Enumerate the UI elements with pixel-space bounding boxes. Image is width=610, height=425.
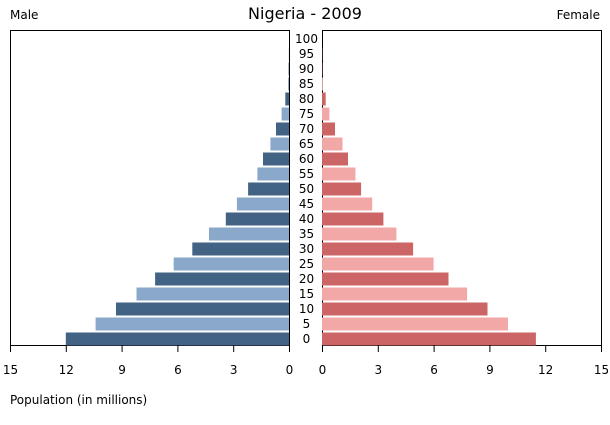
female-bar-45 <box>322 197 373 211</box>
age-label-90: 90 <box>299 62 314 76</box>
female-bar-5 <box>322 317 508 331</box>
female-bar-85 <box>322 77 323 91</box>
male-bar-15 <box>136 287 289 301</box>
male-bar-50 <box>248 182 289 196</box>
age-label-80: 80 <box>299 92 314 106</box>
age-label-95: 95 <box>299 47 314 61</box>
age-label-75: 75 <box>299 107 314 121</box>
age-label-60: 60 <box>299 152 314 166</box>
male-bar-40 <box>225 212 289 226</box>
male-bar-60 <box>263 152 289 166</box>
age-label-35: 35 <box>299 227 314 241</box>
male-tick-label-3: 3 <box>230 363 238 377</box>
male-bar-5 <box>95 317 289 331</box>
male-bar-30 <box>192 242 289 256</box>
male-bar-25 <box>173 257 289 271</box>
age-label-50: 50 <box>299 182 314 196</box>
age-label-25: 25 <box>299 257 314 271</box>
age-label-85: 85 <box>299 77 314 91</box>
female-bar-15 <box>322 287 468 301</box>
female-side-label: Female <box>556 8 600 22</box>
age-label-20: 20 <box>299 272 314 286</box>
female-bar-20 <box>322 272 449 286</box>
male-side-label: Male <box>10 8 39 22</box>
female-bar-30 <box>322 242 414 256</box>
age-label-100: 100 <box>295 32 318 46</box>
female-bar-75 <box>322 107 330 121</box>
male-tick-label-15: 15 <box>3 363 18 377</box>
age-label-55: 55 <box>299 167 314 181</box>
male-tick-label-9: 9 <box>118 363 126 377</box>
age-label-45: 45 <box>299 197 314 211</box>
female-bar-65 <box>322 137 343 151</box>
age-label-0: 0 <box>303 332 311 346</box>
female-bar-55 <box>322 167 356 181</box>
age-label-40: 40 <box>299 212 314 226</box>
male-bar-35 <box>209 227 289 241</box>
age-label-70: 70 <box>299 122 314 136</box>
female-bar-25 <box>322 257 434 271</box>
male-tick-label-0: 0 <box>286 363 294 377</box>
age-label-65: 65 <box>299 137 314 151</box>
age-label-30: 30 <box>299 242 314 256</box>
male-bar-85 <box>288 77 289 91</box>
female-bar-10 <box>322 302 488 316</box>
male-bar-75 <box>281 107 289 121</box>
female-bar-50 <box>322 182 362 196</box>
female-bar-60 <box>322 152 348 166</box>
female-tick-label-3: 3 <box>374 363 382 377</box>
male-tick-label-12: 12 <box>59 363 74 377</box>
female-tick-label-0: 0 <box>319 363 327 377</box>
x-axis-label: Population (in millions) <box>10 393 148 407</box>
male-bar-70 <box>276 122 289 136</box>
age-label-15: 15 <box>299 287 314 301</box>
male-bar-55 <box>257 167 289 181</box>
female-tick-label-15: 15 <box>594 363 609 377</box>
female-bar-70 <box>322 122 335 136</box>
male-bar-20 <box>155 272 289 286</box>
male-bar-65 <box>270 137 289 151</box>
male-bar-80 <box>285 92 289 106</box>
age-label-5: 5 <box>303 317 311 331</box>
male-tick-label-6: 6 <box>174 363 182 377</box>
female-tick-label-6: 6 <box>430 363 438 377</box>
female-tick-label-12: 12 <box>538 363 553 377</box>
female-bar-0 <box>322 332 536 346</box>
female-bar-40 <box>322 212 384 226</box>
age-label-10: 10 <box>299 302 314 316</box>
female-bar-80 <box>322 92 326 106</box>
female-bar-35 <box>322 227 397 241</box>
female-tick-label-9: 9 <box>486 363 494 377</box>
chart-title: Nigeria - 2009 <box>248 4 362 23</box>
male-bar-45 <box>236 197 289 211</box>
male-bar-0 <box>65 332 289 346</box>
male-bar-10 <box>116 302 289 316</box>
